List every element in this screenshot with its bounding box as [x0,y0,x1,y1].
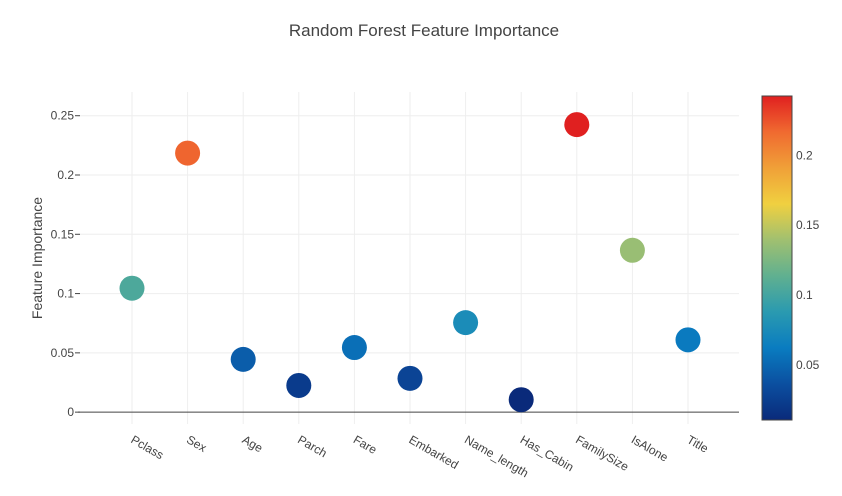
x-tick-label: Age [240,432,266,455]
colorbar-tick-label: 0.15 [796,218,820,232]
y-tick-label: 0.2 [57,168,74,182]
colorbar-gradient [761,95,793,421]
y-tick-label: 0.05 [51,346,75,360]
x-tick-label: Embarked [407,432,461,471]
chart-title: Random Forest Feature Importance [289,21,559,40]
y-tick-label: 0.25 [51,109,75,123]
x-tick-label: Sex [184,432,209,454]
data-point-isalone[interactable] [619,237,645,263]
x-tick-label: FamilySize [573,432,631,474]
gridlines [78,92,739,424]
y-tick-label: 0 [67,405,74,419]
data-point-fare[interactable] [341,335,367,361]
x-tick-label: Pclass [129,432,167,462]
data-point-familysize[interactable] [564,112,590,138]
data-point-parch[interactable] [286,372,312,398]
data-point-title[interactable] [675,327,701,353]
data-point-age[interactable] [230,346,256,372]
data-point-sex[interactable] [175,140,201,166]
x-tick-label: Parch [295,432,329,460]
colorbar-tick-label: 0.1 [796,288,813,302]
y-tick-label: 0.15 [51,227,75,241]
colorbar-tick-label: 0.2 [796,148,813,162]
x-tick-label: Title [685,432,712,455]
x-axis: Pclass Sex Age Parch Fare Embarked Name_length… [129,432,712,480]
data-point-pclass[interactable] [119,275,145,301]
colorbar: 0.05 0.1 0.15 0.2 [761,95,820,421]
y-axis-label: Feature Importance [29,197,45,319]
data-points [119,112,701,413]
x-tick-label: Fare [351,432,380,457]
data-point-name-length[interactable] [453,310,479,336]
data-point-embarked[interactable] [397,365,423,391]
colorbar-tick-label: 0.05 [796,358,820,372]
y-axis: 0 0.05 0.1 0.15 0.2 0.25 [51,109,739,419]
x-tick-label: IsAlone [629,432,671,464]
y-tick-label: 0.1 [57,287,74,301]
data-point-has-cabin[interactable] [508,387,534,413]
